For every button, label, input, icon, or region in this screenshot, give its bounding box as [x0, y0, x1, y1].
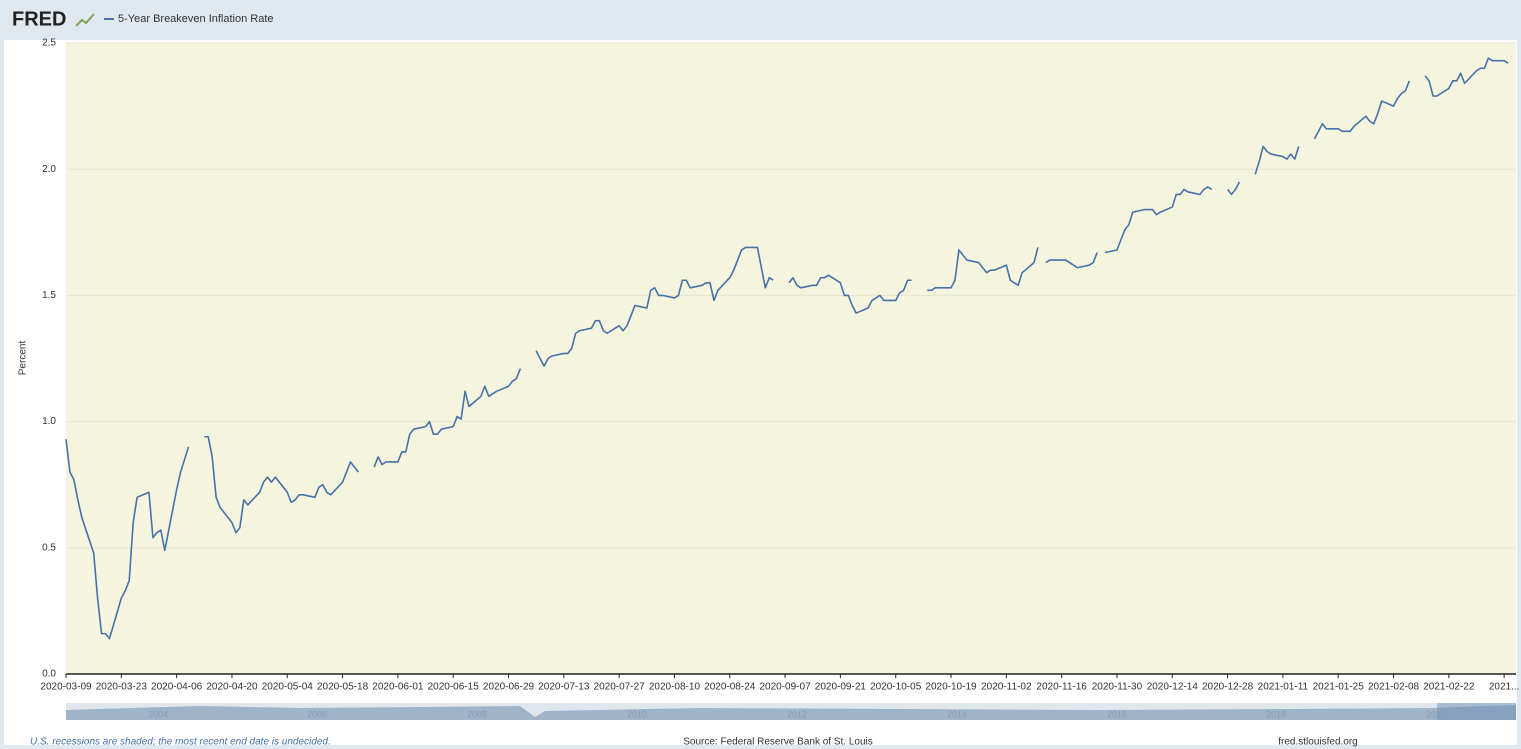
- x-tick-label: 2021-01-25: [1313, 682, 1365, 693]
- x-tick-label: 2021-02-22: [1423, 682, 1475, 693]
- navigator-label: 2006: [307, 709, 327, 719]
- y-tick-label: 0.0: [42, 669, 56, 680]
- x-tick-label: 2020-10-05: [870, 682, 922, 693]
- x-tick-label: 2020-11-02: [981, 682, 1032, 693]
- y-axis-label: Percent: [18, 341, 29, 376]
- y-tick-label: 2.5: [42, 38, 56, 49]
- navigator-label: 2018: [1266, 709, 1286, 719]
- legend-label: 5-Year Breakeven Inflation Rate: [118, 13, 274, 25]
- series-line: [65, 57, 1509, 640]
- x-tick-label: 2020-12-28: [1202, 682, 1254, 693]
- y-tick-label: 1.5: [42, 290, 56, 301]
- navigator-series: [66, 705, 1516, 720]
- x-tick-label: 2020-06-29: [483, 682, 535, 693]
- navigator-label: 2008: [467, 709, 487, 719]
- x-tick-label: 2020-09-07: [759, 682, 811, 693]
- x-tick-label: 2020-03-23: [96, 682, 148, 693]
- x-tick-label: 2020-04-20: [206, 682, 258, 693]
- x-tick-label: 2020-09-21: [815, 682, 867, 693]
- x-tick-label: 2020-11-16: [1036, 682, 1087, 693]
- x-tick-label: 2020-06-01: [372, 682, 424, 693]
- navigator-label: 2014: [947, 709, 967, 719]
- header: [4, 4, 1517, 40]
- logo-icon: [75, 13, 95, 27]
- x-tick-label: 2021-01-11: [1258, 682, 1309, 693]
- navigator-label: 2012: [787, 709, 807, 719]
- x-tick-label: 2020-12-14: [1147, 682, 1199, 693]
- logo: FRED: [12, 8, 66, 30]
- x-tick-label: 2021...: [1489, 682, 1520, 693]
- x-tick-label: 2020-08-10: [649, 682, 701, 693]
- y-tick-label: 1.0: [42, 416, 56, 427]
- x-tick-label: 2020-11-30: [1092, 682, 1143, 693]
- y-tick-label: 2.0: [42, 164, 56, 175]
- source: Source: Federal Reserve Bank of St. Loui…: [683, 737, 873, 748]
- footnote: U.S. recessions are shaded; the most rec…: [30, 737, 331, 748]
- x-tick-label: 2021-02-08: [1368, 682, 1420, 693]
- x-tick-label: 2020-07-27: [594, 682, 646, 693]
- plot-area: [66, 43, 1516, 674]
- x-tick-label: 2020-05-04: [262, 682, 314, 693]
- navigator-label: 2010: [627, 709, 647, 719]
- site: fred.stlouisfed.org: [1278, 737, 1358, 748]
- navigator-window: [1437, 703, 1516, 720]
- x-tick-label: 2020-03-09: [40, 682, 92, 693]
- y-tick-label: 0.5: [42, 542, 56, 553]
- navigator-label: 2004: [148, 709, 168, 719]
- x-tick-label: 2020-10-19: [925, 682, 977, 693]
- x-tick-label: 2020-08-24: [704, 682, 756, 693]
- x-tick-label: 2020-05-18: [317, 682, 369, 693]
- x-tick-label: 2020-04-06: [151, 682, 203, 693]
- x-tick-label: 2020-07-13: [538, 682, 590, 693]
- navigator-label: 2016: [1107, 709, 1127, 719]
- x-tick-label: 2020-06-15: [428, 682, 480, 693]
- navigator-label: 2020: [1426, 709, 1446, 719]
